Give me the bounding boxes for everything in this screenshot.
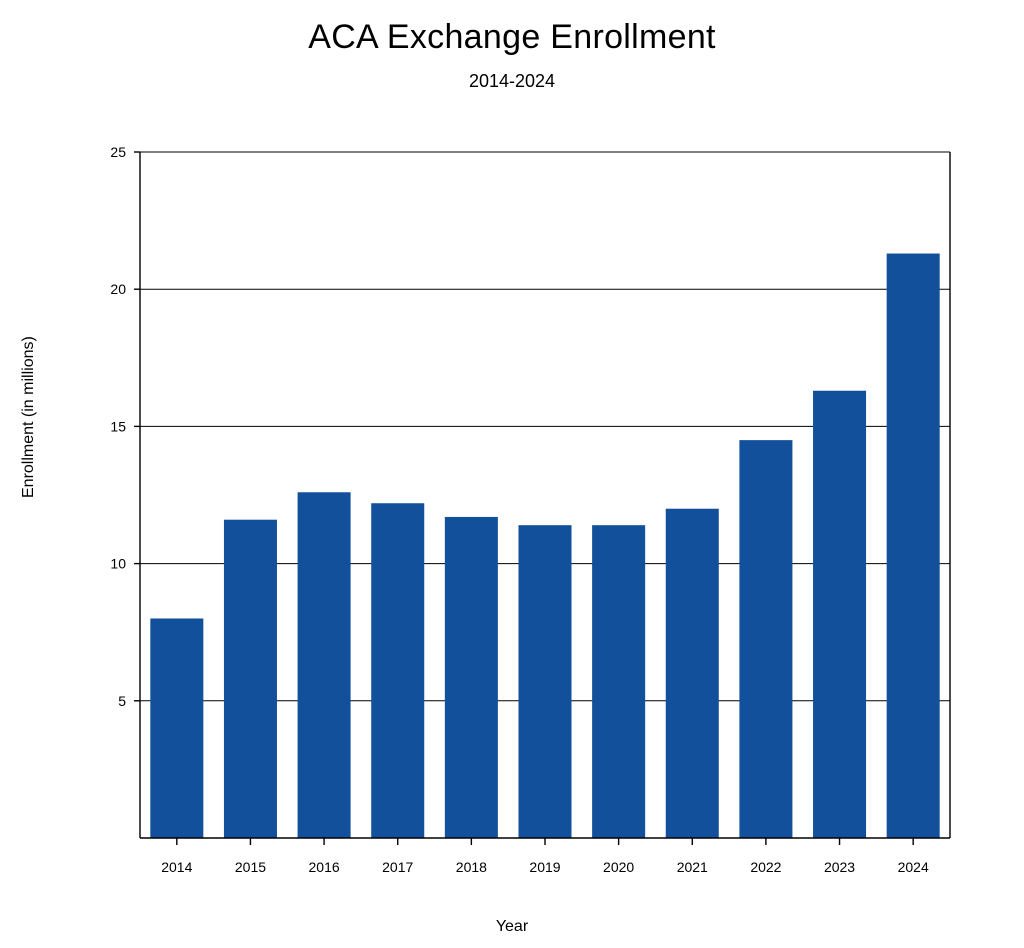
x-tick-label: 2021 xyxy=(677,859,708,875)
bar xyxy=(666,509,719,838)
svg-text:5: 5 xyxy=(118,693,126,709)
svg-text:20: 20 xyxy=(110,281,126,297)
x-tick-label: 2022 xyxy=(750,859,781,875)
x-tick-label: 2024 xyxy=(898,859,929,875)
bar xyxy=(445,517,498,838)
bar xyxy=(887,254,940,838)
x-tick-label: 2020 xyxy=(603,859,634,875)
x-tick-label: 2014 xyxy=(161,859,192,875)
bar xyxy=(150,618,203,838)
x-tick-label: 2018 xyxy=(456,859,487,875)
svg-text:15: 15 xyxy=(110,418,126,434)
svg-text:10: 10 xyxy=(110,556,126,572)
bar xyxy=(813,391,866,838)
chart-subtitle: 2014-2024 xyxy=(0,71,1024,92)
svg-text:25: 25 xyxy=(110,144,126,160)
x-tick-label: 2017 xyxy=(382,859,413,875)
bar xyxy=(739,440,792,838)
bar xyxy=(298,492,351,838)
x-tick-label: 2016 xyxy=(309,859,340,875)
bar xyxy=(224,520,277,838)
bar xyxy=(592,525,645,838)
bar xyxy=(518,525,571,838)
bar xyxy=(371,503,424,838)
chart-area: 5 10 15 20 25 2014 2015 2016 2017 2018 2019 2020 202… xyxy=(80,138,960,898)
x-tick-label: 2019 xyxy=(529,859,560,875)
x-tick-label: 2015 xyxy=(235,859,266,875)
chart-title: ACA Exchange Enrollment xyxy=(0,18,1024,57)
bar-chart-svg: 5 10 15 20 25 2014 2015 2016 2017 2018 2019 2020 202… xyxy=(80,138,960,898)
x-axis-label: Year xyxy=(0,918,1024,936)
y-axis-label: Enrollment (in millions) xyxy=(20,336,38,498)
x-tick-label: 2023 xyxy=(824,859,855,875)
page: ACA Exchange Enrollment 2014-2024 Enroll… xyxy=(0,18,1024,948)
